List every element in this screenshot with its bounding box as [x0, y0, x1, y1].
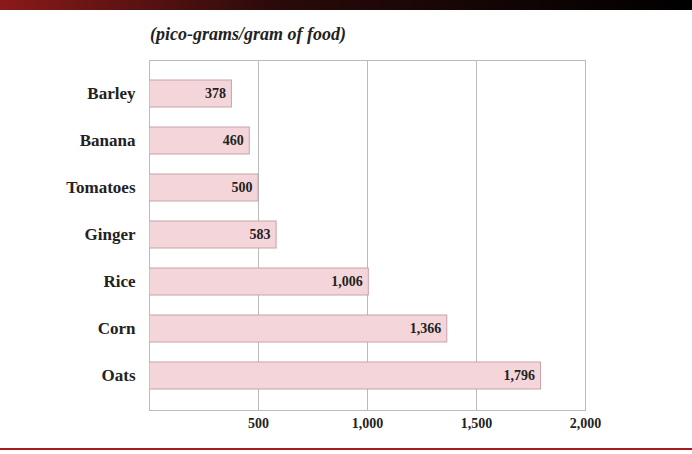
- svg-text:2,000: 2,000: [570, 416, 602, 431]
- svg-text:500: 500: [232, 180, 253, 195]
- svg-text:1,796: 1,796: [504, 368, 536, 383]
- svg-text:1,366: 1,366: [410, 321, 442, 336]
- svg-text:500: 500: [248, 416, 269, 431]
- svg-text:583: 583: [250, 227, 271, 242]
- svg-text:Corn: Corn: [98, 319, 136, 338]
- svg-text:Barley: Barley: [87, 84, 136, 103]
- svg-text:Banana: Banana: [80, 131, 136, 150]
- svg-text:Ginger: Ginger: [85, 225, 136, 244]
- svg-text:Tomatoes: Tomatoes: [66, 178, 136, 197]
- svg-text:378: 378: [205, 86, 226, 101]
- svg-text:1,006: 1,006: [331, 274, 363, 289]
- svg-text:Oats: Oats: [102, 366, 136, 385]
- svg-text:1,500: 1,500: [461, 416, 493, 431]
- html-text:(pico-grams/gram of food): (pico-grams/gram of food): [150, 24, 346, 44]
- svg-text:1,000: 1,000: [352, 416, 384, 431]
- svg-text:Rice: Rice: [103, 272, 136, 291]
- svg-text:460: 460: [223, 133, 244, 148]
